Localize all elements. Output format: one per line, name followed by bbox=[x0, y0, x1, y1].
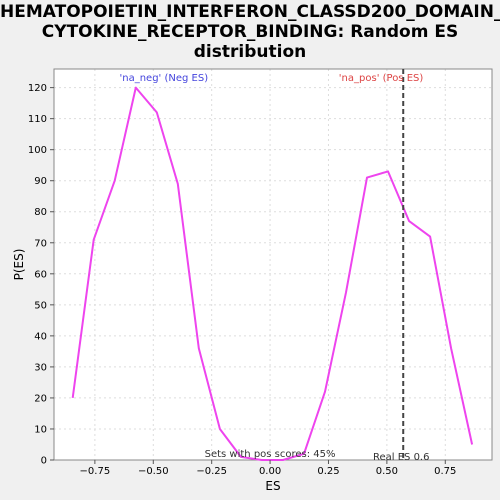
chart-title-line-3: distribution bbox=[193, 42, 307, 62]
chart-title: HEMATOPOIETIN_INTERFERON_CLASSD200_DOMAI… bbox=[0, 2, 500, 62]
y-tick-label: 100 bbox=[28, 145, 47, 156]
y-tick-label: 80 bbox=[34, 207, 47, 218]
y-axis-label: P(ES) bbox=[12, 249, 26, 281]
y-tick-label: 60 bbox=[34, 269, 47, 280]
y-tick-label: 110 bbox=[28, 114, 47, 125]
x-axis: −0.75 −0.50 −0.25 0.00 0.25 0.50 0.75 bbox=[80, 460, 456, 477]
chart-title-line-1: HEMATOPOIETIN_INTERFERON_CLASSD200_DOMAI… bbox=[0, 2, 500, 22]
grid bbox=[54, 69, 492, 460]
x-tick-label: −0.75 bbox=[80, 466, 111, 477]
x-axis-label: ES bbox=[265, 479, 280, 493]
pos-es-annotation: 'na_pos' (Pos ES) bbox=[339, 73, 424, 84]
x-tick-label: −0.25 bbox=[196, 466, 227, 477]
real-es-label: Real ES 0.6 bbox=[373, 452, 429, 463]
y-axis: 0 10 20 30 40 50 60 70 80 90 100 110 120 bbox=[28, 83, 54, 467]
y-tick-label: 40 bbox=[34, 331, 47, 342]
x-tick-label: 0.75 bbox=[434, 466, 456, 477]
y-tick-label: 90 bbox=[34, 176, 47, 187]
x-tick-label: 0.50 bbox=[376, 466, 398, 477]
y-tick-label: 120 bbox=[28, 83, 47, 94]
y-tick-label: 50 bbox=[34, 300, 47, 311]
y-tick-label: 10 bbox=[34, 424, 47, 435]
x-tick-label: 0.00 bbox=[259, 466, 281, 477]
y-tick-label: 70 bbox=[34, 238, 47, 249]
plot-background bbox=[54, 69, 492, 460]
x-tick-label: −0.50 bbox=[138, 466, 169, 477]
y-tick-label: 30 bbox=[34, 362, 47, 373]
es-density-line bbox=[71, 86, 474, 461]
x-tick-label: 0.25 bbox=[317, 466, 339, 477]
series-layer bbox=[71, 86, 474, 461]
pos-scores-annotation: Sets with pos scores: 45% bbox=[205, 449, 336, 460]
y-tick-label: 20 bbox=[34, 393, 47, 404]
chart-title-line-2: CYTOKINE_RECEPTOR_BINDING: Random ES bbox=[41, 22, 459, 42]
y-tick-label: 0 bbox=[41, 456, 47, 467]
neg-es-annotation: 'na_neg' (Neg ES) bbox=[119, 73, 208, 84]
